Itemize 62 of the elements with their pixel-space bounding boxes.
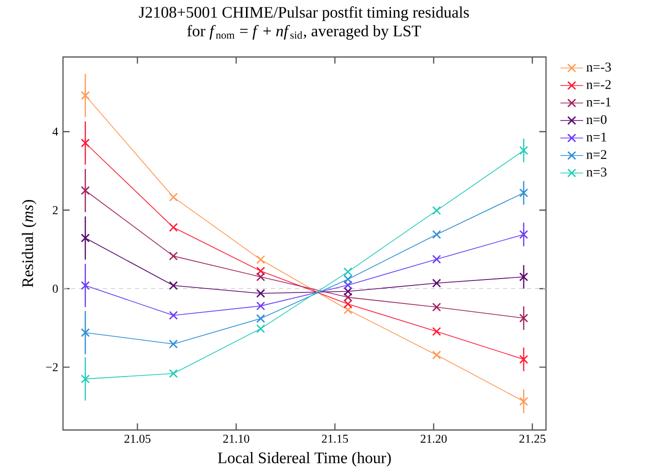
point: [256, 288, 266, 298]
point: [344, 274, 352, 284]
x-tick-label: 21.05: [124, 434, 150, 443]
point: [344, 300, 352, 308]
point: [168, 340, 178, 348]
point: [344, 305, 352, 314]
legend-label: n=-3: [586, 62, 611, 72]
point: [168, 369, 178, 378]
point: [344, 267, 352, 276]
point: [519, 188, 528, 198]
legend-label: n=1: [586, 132, 606, 142]
point: [80, 138, 90, 148]
point: [168, 222, 178, 232]
y-tick-label: 2: [52, 206, 58, 214]
x-tick-label: 21.25: [519, 434, 546, 443]
point: [256, 301, 266, 310]
y-tick-label: 0: [52, 284, 58, 293]
legend-label: n=2: [586, 150, 606, 159]
point: [519, 146, 528, 155]
y-tick-label: 4: [52, 128, 58, 136]
point: [432, 254, 442, 264]
point: [168, 252, 178, 261]
point: [519, 272, 528, 282]
point: [168, 192, 178, 202]
point: [80, 186, 90, 195]
point: [432, 350, 442, 360]
x-tick-label: 21.10: [223, 434, 250, 443]
legend-label: n=0: [586, 115, 607, 124]
legend-label: n=3: [586, 168, 606, 177]
point: [432, 278, 442, 288]
point: [80, 91, 90, 100]
point: [344, 280, 352, 290]
x-tick-label: 21.15: [322, 434, 348, 443]
point: [519, 314, 528, 323]
chart-title: J2108+5001 CHIME/Pulsar postfit timing residuals: [138, 6, 469, 22]
point: [432, 302, 442, 312]
point: [80, 328, 90, 338]
point: [344, 286, 352, 296]
point: [80, 374, 90, 384]
point: [80, 234, 90, 242]
point: [519, 396, 528, 406]
text: for f$_{nom}$ = f + nf$_{sid}$, averaged by LST: [187, 24, 421, 40]
point: [432, 327, 442, 336]
point: [256, 255, 266, 264]
point: [432, 206, 442, 215]
x-axis-title: Local Sidereal Time (hour): [218, 452, 391, 467]
point: [168, 281, 178, 290]
point: [519, 230, 528, 239]
point: [256, 314, 266, 323]
y-axis-title: Residual (ms): [22, 200, 36, 288]
legend-label: n=-1: [586, 98, 611, 106]
legend-label: n=-2: [586, 80, 611, 89]
point: [256, 324, 266, 334]
point: [256, 272, 266, 282]
point: [432, 230, 442, 239]
y-tick-label: −2: [46, 363, 58, 372]
point: [168, 310, 178, 320]
point: [256, 266, 266, 276]
point: [344, 292, 352, 302]
point: [519, 354, 528, 364]
x-tick-label: 21.20: [420, 434, 447, 443]
point: [80, 281, 90, 290]
